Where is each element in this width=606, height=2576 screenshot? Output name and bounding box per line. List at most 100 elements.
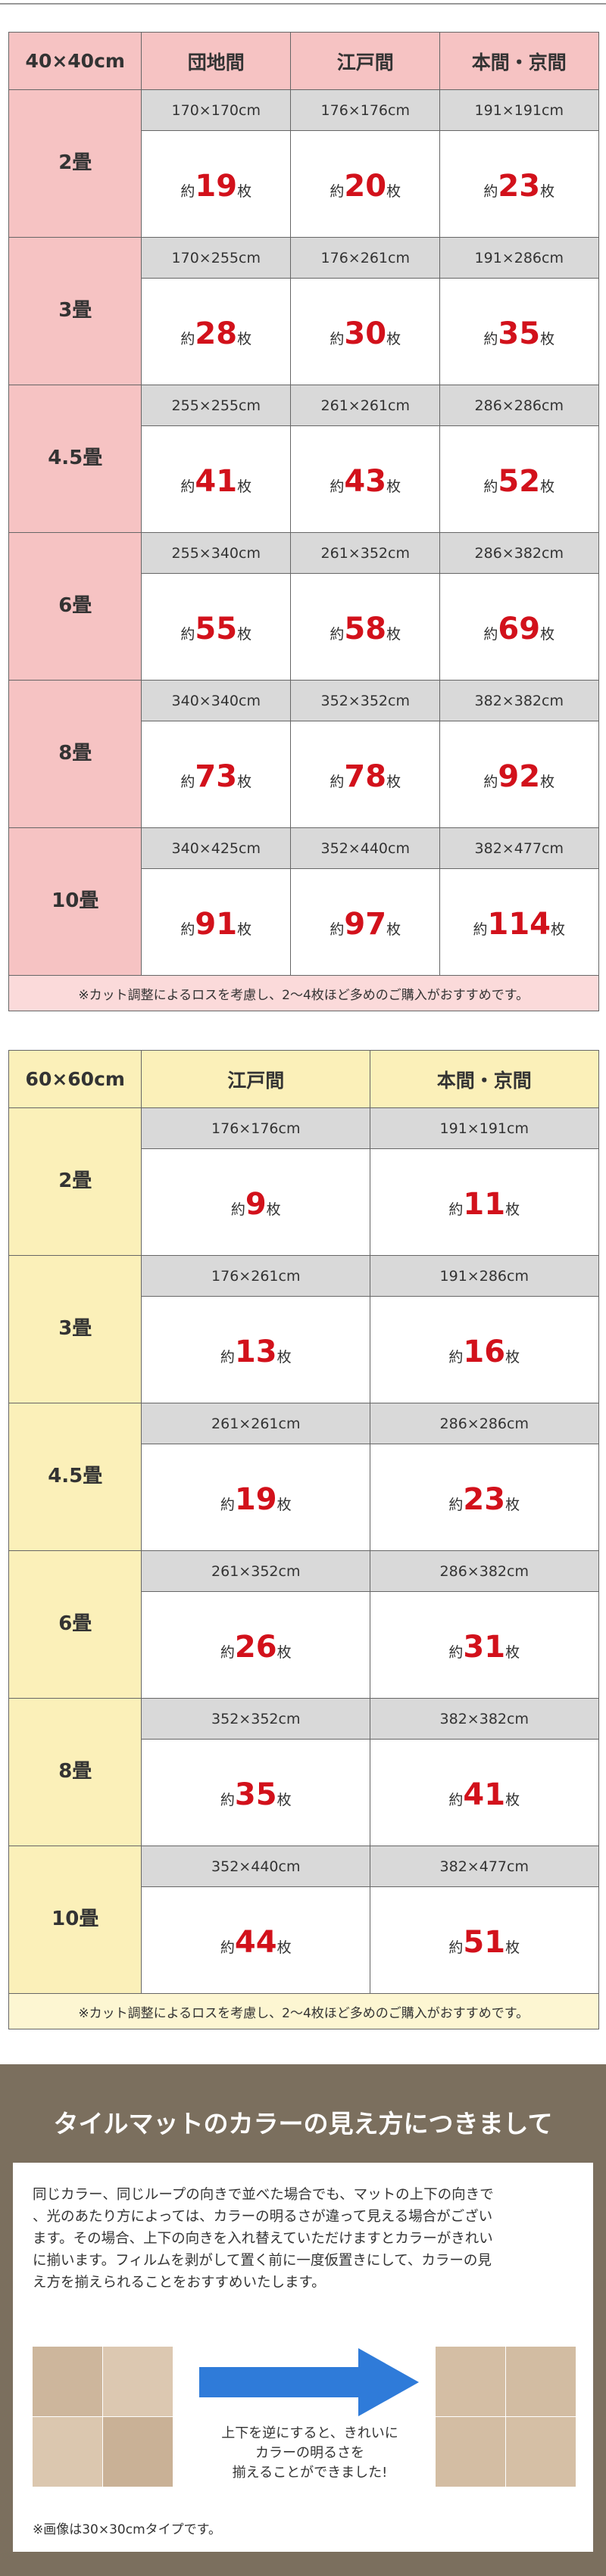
count-suffix: 枚 [551,921,566,938]
count-cell: 約 44 枚 [141,1886,371,1995]
size-cell: 286×286cm [439,385,599,427]
count-cell: 約 31 枚 [370,1591,599,1699]
count-number: 16 [463,1335,506,1369]
count-prefix: 約 [448,1792,464,1808]
size-cell: 382×477cm [439,827,599,870]
count-cell: 約 11 枚 [370,1148,599,1257]
count-suffix: 枚 [505,1201,520,1218]
size-cell: 352×440cm [290,827,441,870]
count-number: 19 [234,1482,277,1517]
header-cell: 本間・京間 [370,1050,599,1109]
count-cell: 約 91 枚 [141,868,292,977]
row-label: 8畳 [8,1698,142,1847]
size-cell: 382×382cm [370,1698,599,1740]
row-label: 2畳 [8,89,142,238]
row-label: 2畳 [8,1107,142,1257]
size-cell: 382×382cm [439,680,599,722]
count-number: 41 [463,1777,506,1812]
header-cell: 本間・京間 [439,32,599,91]
count-number: 26 [234,1630,277,1665]
count-suffix: 枚 [386,626,401,643]
count-suffix: 枚 [266,1201,281,1218]
table-note: ※カット調整によるロスを考慮し、2〜4枚ほど多めのご購入がおすすめです。 [8,1993,599,2029]
header-cell: 江戸間 [290,32,441,91]
count-number: 43 [344,464,387,499]
count-suffix: 枚 [505,1644,520,1661]
count-cell: 約 23 枚 [370,1444,599,1552]
row-label: 3畳 [8,1255,142,1404]
count-cell: 約 58 枚 [290,573,441,681]
paragraph-line: え方を揃えられることをおすすめいたします。 [33,2275,326,2291]
count-suffix: 枚 [237,478,252,495]
count-cell: 約 19 枚 [141,130,292,238]
header-cell: 江戸間 [141,1050,371,1109]
count-suffix: 枚 [540,626,555,643]
color-section: タイルマットのカラーの見え方につきまして 同じカラー、同じループの向きで並べた場… [0,2064,606,2576]
count-prefix: 約 [483,183,498,200]
size-cell: 340×425cm [141,827,292,870]
size-cell: 286×286cm [370,1403,599,1445]
table-note: ※カット調整によるロスを考慮し、2〜4枚ほど多めのご購入がおすすめです。 [8,975,599,1011]
count-prefix: 約 [448,1939,464,1956]
count-prefix: 約 [220,1349,235,1366]
count-prefix: 約 [330,183,345,200]
paragraph-line: に揃います。フィルムを剥がして置く前に一度仮置きにして、カラーの見 [33,2253,492,2269]
count-prefix: 約 [448,1497,464,1513]
row-label: 10畳 [8,827,142,977]
count-number: 30 [344,316,387,351]
count-cell: 約 41 枚 [370,1739,599,1847]
count-cell: 約 16 枚 [370,1296,599,1404]
count-number: 9 [245,1187,267,1222]
caption-line: 上下を逆にすると、きれいに [221,2425,398,2441]
count-number: 92 [498,759,541,794]
count-suffix: 枚 [276,1939,292,1956]
count-suffix: 枚 [540,774,555,790]
header-cell: 40×40cm [8,32,142,91]
count-number: 69 [498,612,541,646]
count-prefix: 約 [230,1201,245,1218]
count-number: 23 [498,169,541,204]
size-cell: 382×477cm [370,1846,599,1888]
count-prefix: 約 [220,1497,235,1513]
count-prefix: 約 [330,478,345,495]
size-cell: 286×382cm [439,532,599,575]
size-cell: 170×255cm [141,237,292,279]
row-label: 10畳 [8,1846,142,1995]
size-cell: 261×352cm [290,532,441,575]
size-cell: 170×170cm [141,89,292,132]
count-suffix: 枚 [505,1792,520,1808]
count-prefix: 約 [483,478,498,495]
count-suffix: 枚 [386,921,401,938]
paragraph-line: 、光のあたり方によっては、カラーの明るさが違って見える場合がござい [33,2209,493,2225]
size-cell: 255×255cm [141,385,292,427]
count-number: 51 [463,1925,506,1960]
size-cell: 191×191cm [439,89,599,132]
count-number: 114 [487,907,551,942]
size-cell: 191×286cm [370,1255,599,1297]
count-cell: 約 13 枚 [141,1296,371,1404]
count-prefix: 約 [330,921,345,938]
count-cell: 約 20 枚 [290,130,441,238]
count-number: 35 [234,1777,277,1812]
count-suffix: 枚 [237,331,252,347]
size-cell: 176×261cm [141,1255,371,1297]
paragraph-line: 同じカラー、同じループの向きで並べた場合でも、マットの上下の向きで [33,2187,494,2203]
paragraph: 同じカラー、同じループの向きで並べた場合でも、マットの上下の向きで 、光のあたり方… [33,2184,494,2294]
count-number: 35 [498,316,541,351]
count-suffix: 枚 [540,331,555,347]
count-prefix: 約 [448,1644,464,1661]
count-number: 52 [498,464,541,499]
count-cell: 約 35 枚 [439,278,599,386]
count-prefix: 約 [473,921,488,938]
count-prefix: 約 [483,626,498,643]
count-suffix: 枚 [386,478,401,495]
count-prefix: 約 [220,1792,235,1808]
count-suffix: 枚 [505,1939,520,1956]
count-cell: 約 92 枚 [439,721,599,829]
count-number: 97 [344,907,387,942]
size-cell: 352×352cm [290,680,441,722]
count-number: 44 [234,1925,277,1960]
count-number: 20 [344,169,387,204]
